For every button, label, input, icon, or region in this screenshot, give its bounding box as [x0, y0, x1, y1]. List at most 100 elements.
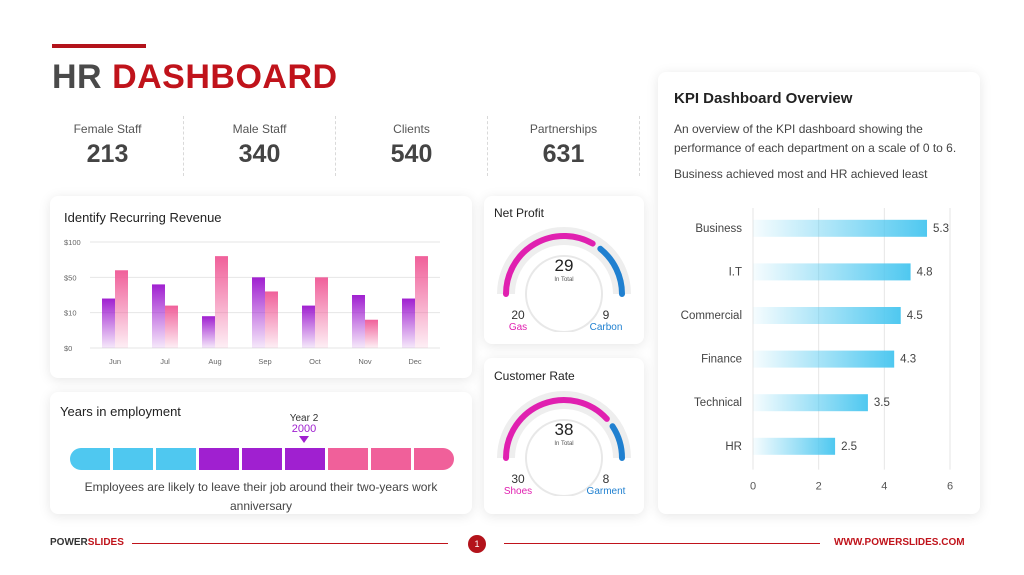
revenue-bar: [402, 298, 415, 348]
years-segment: [242, 448, 282, 470]
stat-male-staff: Male Staff 340: [184, 116, 336, 176]
footer-url[interactable]: WWW.POWERSLIDES.COM: [834, 537, 965, 548]
category-label: Finance: [701, 354, 742, 366]
years-segment: [328, 448, 368, 470]
x-tick-label: Oct: [309, 357, 322, 366]
page-number: 1: [468, 535, 486, 553]
stat-label: Female Staff: [73, 122, 142, 136]
title-part-1: HR: [52, 58, 103, 96]
stat-label: Clients: [393, 122, 430, 136]
years-segment: [70, 448, 110, 470]
customer-rate-gauge: [497, 391, 631, 496]
revenue-card: Identify Recurring Revenue $0 $10 $50 $100 J…: [50, 196, 472, 378]
stat-label: Male Staff: [232, 122, 287, 136]
revenue-bar: [152, 284, 165, 348]
revenue-bar: [365, 319, 378, 348]
x-tick-label: Nov: [358, 357, 372, 366]
x-tick-label: Jun: [109, 357, 121, 366]
category-label: Commercial: [681, 310, 742, 322]
bar-value-label: 4.3: [900, 354, 916, 366]
revenue-bar: [302, 305, 315, 348]
gauge-arc-primary: [503, 233, 596, 297]
stat-value: 540: [390, 140, 433, 168]
years-segment: [414, 448, 454, 470]
kpi-subtitle: Business achieved most and HR achieved l…: [674, 167, 928, 181]
x-tick-label: 6: [947, 481, 953, 493]
category-label: I.T: [729, 266, 742, 278]
revenue-bar: [252, 277, 265, 348]
category-label: HR: [725, 441, 742, 453]
stat-female-staff: Female Staff 213: [32, 116, 184, 176]
net-profit-right-label: Carbon: [589, 322, 623, 333]
y-tick-label: $100: [64, 238, 81, 247]
bar-value-label: 5.3: [933, 223, 949, 235]
years-segment: [285, 448, 325, 470]
marker-year: 2000: [291, 423, 317, 435]
kpi-chart: 0 2 4 6 Business 5.3 I.T 4.8 Commercial 4.5 Financ…: [681, 208, 953, 493]
customer-rate-left-value: 30: [511, 472, 525, 486]
stat-partnerships: Partnerships 631: [488, 116, 640, 176]
footer-divider-right: [504, 543, 820, 544]
stat-clients: Clients 540: [336, 116, 488, 176]
bar-value-label: 4.5: [907, 310, 923, 322]
bar-value-label: 2.5: [841, 441, 857, 453]
years-description: Employees are likely to leave their job …: [84, 480, 438, 513]
customer-rate-right-label: Garment: [586, 486, 626, 497]
net-profit-card: Net Profit 29 In Total 20 Gas 9 Carbon: [484, 196, 644, 344]
revenue-bar: [115, 270, 128, 348]
kpi-bar: [753, 350, 895, 368]
years-segment: [156, 448, 196, 470]
x-tick-label: Aug: [208, 357, 221, 366]
stat-label: Partnerships: [529, 122, 598, 136]
x-tick-label: 2: [816, 481, 822, 493]
years-card: Years in employment Year 2 2000 Employee…: [50, 392, 472, 514]
page-title: HR DASHBOARD: [52, 58, 338, 97]
bar-value-label: 3.5: [874, 397, 890, 409]
category-label: Business: [695, 223, 742, 235]
net-profit-total-label: In Total: [554, 277, 574, 283]
net-profit-left-label: Gas: [508, 322, 528, 333]
stat-value: 340: [238, 140, 281, 168]
revenue-bar: [215, 256, 228, 348]
revenue-bar: [265, 291, 278, 348]
customer-rate-right-value: 8: [602, 472, 610, 486]
net-profit-right-value: 9: [602, 308, 610, 322]
gauge-arc-primary: [503, 397, 610, 461]
gauge-center: [525, 255, 603, 332]
stats-row: Female Staff 213 Male Staff 340 Clients …: [32, 116, 640, 176]
y-tick-label: $0: [64, 344, 72, 353]
net-profit-title: Net Profit: [494, 206, 545, 220]
kpi-bar: [753, 219, 928, 237]
gauge-center: [525, 419, 603, 496]
years-segment-bar: [70, 448, 454, 470]
marker-triangle-icon: [299, 436, 309, 443]
revenue-title: Identify Recurring Revenue: [64, 210, 222, 225]
customer-rate-card: Customer Rate 38 In Total 30 Shoes 8 Gar…: [484, 358, 644, 514]
y-tick-label: $10: [64, 309, 77, 318]
marker-label: Year 2: [289, 413, 319, 424]
revenue-bar: [202, 316, 215, 348]
net-profit-total: 29: [554, 256, 574, 275]
years-segment: [371, 448, 411, 470]
x-tick-label: Dec: [408, 357, 422, 366]
x-tick-label: 0: [750, 481, 756, 493]
years-segment: [199, 448, 239, 470]
years-segment: [113, 448, 153, 470]
footer-brand-part-2: SLIDES: [87, 537, 124, 548]
x-tick-label: Jul: [160, 357, 170, 366]
kpi-bar: [753, 263, 911, 281]
footer-divider-left: [132, 543, 448, 544]
years-title: Years in employment: [60, 404, 181, 419]
revenue-bar: [352, 295, 365, 348]
customer-rate-title: Customer Rate: [494, 369, 575, 383]
x-tick-label: 4: [881, 481, 887, 493]
net-profit-gauge: [497, 227, 631, 332]
category-label: Technical: [694, 397, 742, 409]
title-part-2: DASHBOARD: [112, 58, 338, 96]
revenue-chart: $0 $10 $50 $100 Jun Jul Aug Sep Oct Nov Dec: [64, 238, 440, 366]
y-tick-label: $50: [64, 273, 77, 282]
kpi-title: KPI Dashboard Overview: [674, 90, 853, 107]
kpi-description: An overview of the KPI dashboard showing…: [674, 122, 957, 155]
kpi-bar: [753, 307, 901, 324]
kpi-overview-card: KPI Dashboard Overview An overview of th…: [658, 72, 980, 514]
